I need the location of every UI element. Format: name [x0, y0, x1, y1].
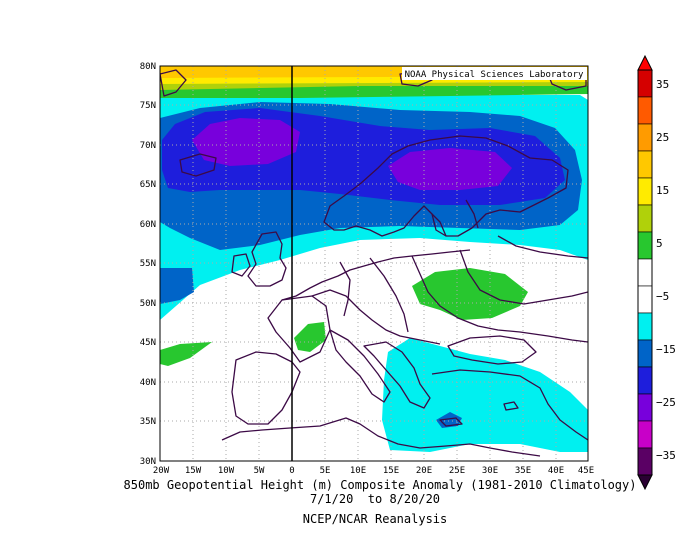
colorbar-label: 25 [656, 131, 669, 144]
colorbar-cell [637, 258, 653, 287]
colorbar-cell [637, 177, 653, 206]
lon-tick-label: 20E [416, 466, 432, 476]
lon-tick-label: 35E [515, 466, 531, 476]
lat-tick-label: 45N [140, 338, 156, 348]
colorbar-bottom-arrow [637, 474, 653, 491]
credit-box [402, 67, 587, 80]
lon-tick-label: 10W [218, 466, 235, 476]
anomaly-core-west [192, 118, 300, 166]
colorbar-label: 35 [656, 78, 669, 91]
colorbar-cell [637, 123, 653, 152]
colorbar-cell [637, 312, 653, 341]
colorbar-label: −15 [656, 343, 676, 356]
colorbar-cell [637, 231, 653, 260]
anomaly-fields [160, 66, 588, 452]
colorbar-cell [637, 447, 653, 476]
lon-tick-label: 30E [482, 466, 498, 476]
lat-tick-label: 35N [140, 417, 156, 427]
anomaly-region-cyan-southeast [382, 338, 588, 452]
colorbar-label: −35 [656, 449, 676, 462]
lon-tick-label: 40E [548, 466, 564, 476]
colorbar-cells [637, 69, 653, 476]
lon-tick-label: 15W [185, 466, 202, 476]
lat-tick-label: 65N [140, 180, 156, 190]
lon-tick-label: 15E [383, 466, 399, 476]
lat-tick-label: 70N [140, 141, 156, 151]
colorbar-label: 5 [656, 237, 663, 250]
lat-tick-label: 80N [140, 62, 156, 72]
colorbar-cell [637, 150, 653, 179]
caption-dataset: NCEP/NCAR Reanalysis [302, 512, 448, 526]
lon-tick-label: 10E [350, 466, 366, 476]
lon-tick-label: 5E [320, 466, 331, 476]
lat-tick-labels: 80N 75N 70N 65N 60N 55N 50N 45N 40N 35N … [140, 62, 156, 467]
colorbar-top-arrow [637, 54, 653, 71]
credit-text: NOAA Physical Sciences Laboratory [405, 70, 584, 80]
anomaly-patch-green-atlantic [160, 342, 212, 366]
lon-tick-label: 5W [254, 466, 265, 476]
colorbar-cell [637, 69, 653, 98]
lon-tick-label: 20W [153, 466, 170, 476]
anomaly-patch-blue-west [160, 268, 194, 304]
lat-tick-label: 40N [140, 378, 156, 388]
colorbar-cell [637, 393, 653, 422]
colorbar-cell [637, 96, 653, 125]
anomaly-core-east [388, 148, 512, 190]
colorbar-cell [637, 420, 653, 449]
colorbar-label: −5 [656, 290, 669, 303]
lon-tick-label: 0 [289, 466, 294, 476]
colorbar-label: −25 [656, 396, 676, 409]
caption-date-range: 7/1/20 to 8/20/20 [309, 492, 441, 506]
anomaly-patch-blue-crete [436, 412, 462, 428]
colorbar-cell [637, 204, 653, 233]
lon-tick-labels: 20W 15W 10W 5W 0 5E 10E 15E 20E 25E 30E … [153, 466, 594, 476]
lon-tick-label: 25E [449, 466, 465, 476]
anomaly-band-green-top [160, 86, 588, 98]
lat-tick-label: 30N [140, 457, 156, 467]
lat-tick-label: 60N [140, 220, 156, 230]
colorbar-cell [637, 285, 653, 314]
lat-tick-label: 55N [140, 259, 156, 269]
caption-title: 850mb Geopotential Height (m) Composite … [123, 478, 637, 492]
coastlines [160, 69, 588, 457]
lat-tick-label: 75N [140, 101, 156, 111]
anomaly-patch-green-france [294, 322, 326, 352]
lon-tick-label: 45E [578, 466, 594, 476]
colorbar-label: 15 [656, 184, 669, 197]
plot-frame [159, 65, 589, 462]
colorbar-cell [637, 339, 653, 368]
colorbar-cell [637, 366, 653, 395]
lat-tick-label: 50N [140, 299, 156, 309]
colorbar: 35 25 15 5 −5 −15 −25 −35 [637, 54, 676, 491]
